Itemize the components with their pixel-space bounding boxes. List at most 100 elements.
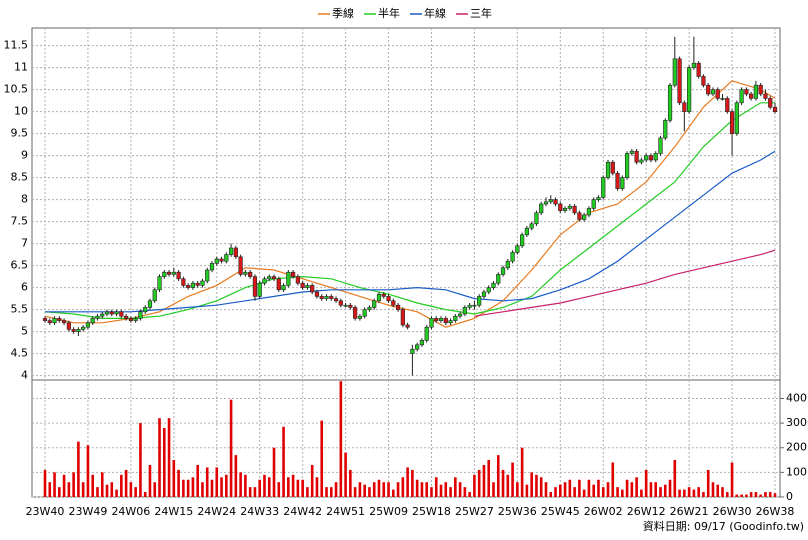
candle-body bbox=[400, 309, 405, 326]
volume-bar bbox=[177, 469, 180, 497]
volume-bar bbox=[506, 474, 510, 497]
volume-bar bbox=[77, 441, 80, 497]
volume-bar bbox=[239, 472, 242, 497]
volume-bar bbox=[329, 487, 333, 497]
candle-body bbox=[57, 318, 62, 321]
candle-body bbox=[582, 214, 587, 220]
volume-bar bbox=[139, 423, 142, 497]
candle-body bbox=[152, 289, 157, 302]
candle-body bbox=[462, 307, 467, 315]
volume-bar bbox=[320, 420, 324, 497]
volume-bar bbox=[520, 447, 524, 497]
candle-body bbox=[376, 293, 382, 302]
candle-body bbox=[276, 278, 281, 291]
volume-bar bbox=[630, 482, 634, 497]
volume-bar bbox=[663, 484, 667, 497]
volume-bar bbox=[530, 472, 533, 497]
candle-body bbox=[562, 208, 568, 211]
volume-bar bbox=[172, 460, 176, 497]
candle-body bbox=[114, 311, 119, 315]
x-tick-label: 24W42 bbox=[283, 505, 322, 518]
candle-body bbox=[333, 298, 339, 302]
volume-bar bbox=[115, 489, 118, 497]
y-tick-label: 9 bbox=[21, 149, 28, 162]
volume-bar bbox=[234, 455, 238, 497]
volume-bar bbox=[754, 492, 758, 497]
candle-body bbox=[171, 271, 176, 275]
volume-bar bbox=[191, 477, 195, 497]
candle-body bbox=[629, 150, 634, 154]
volume-bar bbox=[525, 484, 529, 497]
volume-bar bbox=[425, 482, 428, 497]
volume-bar bbox=[120, 474, 123, 497]
volume-bar bbox=[492, 482, 495, 497]
candle-body bbox=[71, 329, 76, 332]
candle-body bbox=[772, 106, 778, 112]
volume-panel bbox=[31, 379, 781, 498]
candle-body bbox=[486, 287, 491, 293]
volume-bar bbox=[334, 482, 338, 497]
volume-bar bbox=[282, 426, 285, 497]
y-tick-label: 4 bbox=[21, 369, 28, 382]
volume-bar bbox=[349, 469, 352, 497]
y-tick-label: 10 bbox=[14, 105, 28, 118]
y-tick-label: 7.5 bbox=[11, 215, 29, 228]
volume-bar bbox=[597, 479, 600, 497]
volume-bar bbox=[267, 477, 271, 497]
volume-bar bbox=[621, 489, 624, 497]
candle-body bbox=[687, 67, 692, 112]
candle-body bbox=[348, 304, 353, 308]
volume-bar bbox=[539, 477, 543, 497]
candle-body bbox=[248, 271, 253, 277]
volume-bar bbox=[372, 482, 376, 497]
x-tick-label: 23W40 bbox=[26, 505, 65, 518]
ma-line bbox=[45, 150, 776, 313]
volume-bar bbox=[363, 484, 366, 497]
candle-body bbox=[672, 58, 677, 86]
candle-body bbox=[81, 326, 86, 330]
candle-body bbox=[147, 300, 153, 308]
volume-bar bbox=[678, 489, 681, 497]
candle-body bbox=[701, 76, 706, 86]
candle-body bbox=[605, 161, 611, 178]
candle-body bbox=[729, 111, 735, 134]
volume-bar bbox=[516, 482, 519, 497]
volume-bar bbox=[673, 460, 677, 497]
volume-bar bbox=[711, 482, 715, 497]
candle-body bbox=[639, 159, 644, 163]
candle-body bbox=[257, 282, 262, 297]
candle-body bbox=[372, 300, 377, 308]
candle-body bbox=[529, 223, 534, 229]
ma-line bbox=[44, 80, 776, 328]
volume-bar bbox=[740, 494, 743, 497]
candle-body bbox=[710, 89, 716, 95]
volume-bar bbox=[248, 487, 252, 497]
candle-body bbox=[104, 311, 110, 315]
y-tick-label: 11 bbox=[14, 61, 28, 74]
volume-bar bbox=[387, 482, 390, 497]
candle-body bbox=[391, 300, 396, 306]
candle-body bbox=[76, 329, 81, 332]
volume-bar bbox=[463, 487, 467, 497]
volume-bar bbox=[201, 482, 204, 497]
volume-bar bbox=[735, 494, 739, 497]
candle-body bbox=[295, 276, 300, 284]
candle-body bbox=[553, 199, 558, 205]
candle-body bbox=[682, 102, 687, 112]
candle-body bbox=[85, 322, 91, 328]
candle-body bbox=[128, 318, 133, 321]
volume-bar bbox=[153, 482, 157, 497]
candle-body bbox=[620, 177, 625, 189]
candle-body bbox=[214, 258, 219, 264]
volume-bar bbox=[368, 487, 371, 497]
candle-body bbox=[181, 278, 186, 286]
candle-body bbox=[143, 307, 148, 313]
volume-bar bbox=[258, 479, 262, 497]
candle-body bbox=[477, 296, 482, 306]
candle-body bbox=[744, 89, 749, 95]
candle-body bbox=[496, 274, 501, 284]
volume-bar bbox=[554, 487, 557, 497]
x-tick-label: 25W36 bbox=[498, 505, 537, 518]
candle-body bbox=[500, 267, 506, 275]
candle-body bbox=[624, 153, 630, 178]
